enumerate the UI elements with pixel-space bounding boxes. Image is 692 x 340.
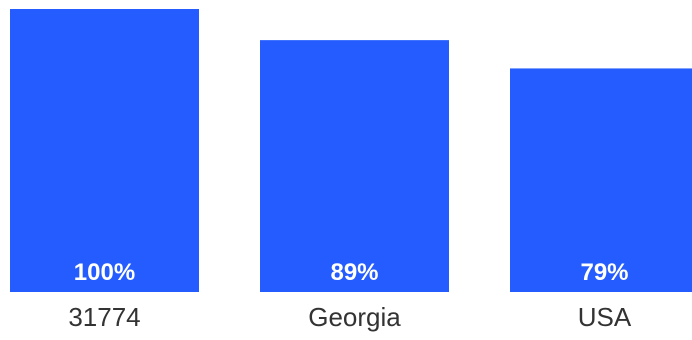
bar-georgia [260,40,449,292]
bars-layer [10,9,692,293]
category-tick-label: 31774 [68,302,140,332]
bar-value-label: 89% [330,259,378,286]
category-labels-layer: 31774 Georgia USA [68,302,632,332]
category-tick-label: USA [578,302,632,332]
bar-value-label: 100% [74,259,135,286]
bar-usa [510,68,692,293]
bar-31774 [10,9,199,292]
bar-value-label: 79% [580,259,628,286]
category-tick-label: Georgia [308,302,401,332]
value-labels-layer: 100% 89% 79% [74,259,629,286]
